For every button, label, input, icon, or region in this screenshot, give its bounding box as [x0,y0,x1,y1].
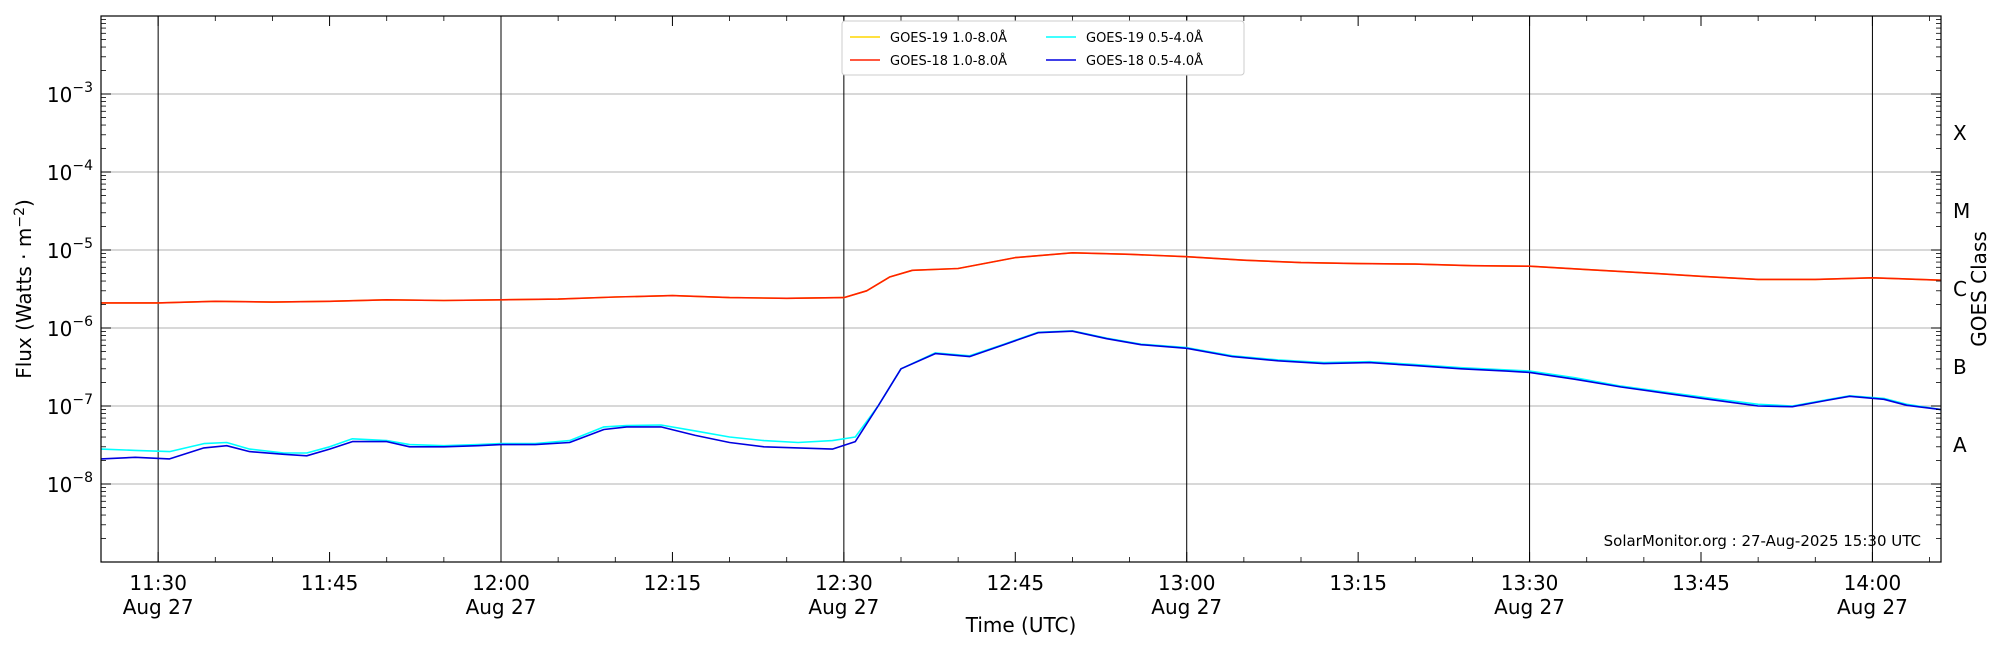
vertical-marker-lines [157,16,1873,562]
goes-class-label: A [1953,433,1967,457]
grid-layer [101,93,1941,485]
x-tick-label: 13:00 [1158,571,1216,595]
legend-box [841,20,1245,76]
x-tick-label: 13:45 [1672,571,1730,595]
y-tick-label: 10−3 [47,80,93,107]
goes-class-label: B [1953,355,1967,379]
x-tick-label: 11:45 [301,571,359,595]
legend-entry-label: GOES-18 0.5-4.0Å [1086,53,1203,69]
y-tick-label: 10−4 [47,158,93,185]
x-tick-label: 12:45 [986,571,1044,595]
x-tick-date-label: Aug 27 [1837,595,1908,619]
y-axis-title: Flux (Watts · m−2) [12,199,36,379]
x-tick-date-label: Aug 27 [123,595,194,619]
x-tick-label: 11:30 [129,571,187,595]
legend-entry-label: GOES-19 0.5-4.0Å [1086,30,1203,46]
series-line [101,252,1942,304]
x-tick-label: 12:00 [472,571,530,595]
tick-layer [100,16,1941,562]
legend-entry-label: GOES-18 1.0-8.0Å [890,53,1007,69]
y-tick-label: 10−6 [47,314,93,341]
series-layer [100,252,1942,460]
credit-text: SolarMonitor.org : 27-Aug-2025 15:30 UTC [1604,532,1921,550]
legend-entry-label: GOES-19 1.0-8.0Å [890,30,1007,46]
goes-class-label: X [1953,121,1967,145]
goes-class-label: M [1953,199,1970,223]
y-tick-labels: 10−8 10−7 10−6 10−5 10−4 10−3 [47,80,93,497]
plot-frame [100,15,1942,563]
series-line [100,330,1942,460]
series-line [101,252,1942,304]
x-tick-date-label: Aug 27 [1151,595,1222,619]
x-tick-label: 13:30 [1501,571,1559,595]
goes-class-labels: A B C M X [1953,121,1970,457]
x-tick-date-label: Aug 27 [808,595,879,619]
x-tick-label: 12:30 [815,571,873,595]
x-tick-label: 14:00 [1844,571,1902,595]
y-tick-label: 10−7 [47,392,93,419]
series-line [100,329,1942,454]
x-tick-label: 12:15 [644,571,702,595]
x-tick-label: 13:15 [1329,571,1387,595]
x-tick-date-label: Aug 27 [466,595,537,619]
goes-class-axis-title: GOES Class [1967,231,1991,347]
x-tick-date-label: Aug 27 [1494,595,1565,619]
y-tick-label: 10−8 [47,470,93,497]
x-axis-title: Time (UTC) [965,613,1077,637]
legend: GOES-19 1.0-8.0Å GOES-18 1.0-8.0Å GOES-19 … [841,20,1245,76]
goes-class-label: C [1953,277,1967,301]
y-tick-label: 10−5 [47,236,93,263]
